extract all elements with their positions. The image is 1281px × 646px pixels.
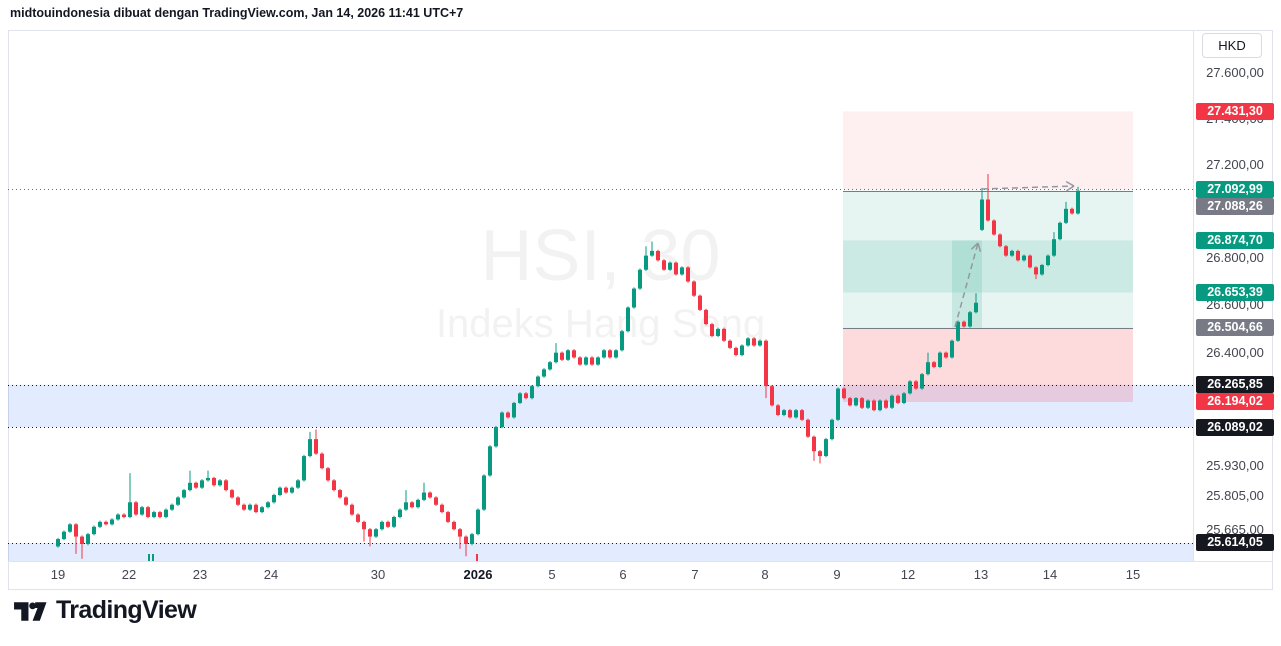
tradingview-logo-icon [14, 602, 47, 621]
axis-mark [148, 554, 150, 561]
mid-box-green-dark [843, 240, 1133, 293]
axis-mark [152, 554, 154, 561]
zones-layer [8, 111, 1193, 561]
breakout-arrow [954, 242, 979, 328]
arrows-layer [954, 180, 1075, 328]
tradingview-logo: TradingView [12, 596, 197, 625]
risk-box-red [843, 327, 1133, 402]
currency-button[interactable]: HKD [1202, 33, 1262, 58]
blue-zone-upper [8, 384, 1193, 428]
axis-mark [476, 554, 478, 561]
blue-zone-lower [8, 542, 1193, 561]
candlesticks [56, 173, 1080, 559]
chart-card [8, 30, 1273, 590]
attribution-text: midtouindonesia dibuat dengan TradingVie… [10, 6, 464, 20]
retest-arrow [981, 185, 1075, 190]
tradingview-logo-text: TradingView [56, 596, 197, 624]
frame-layer [8, 30, 1273, 562]
